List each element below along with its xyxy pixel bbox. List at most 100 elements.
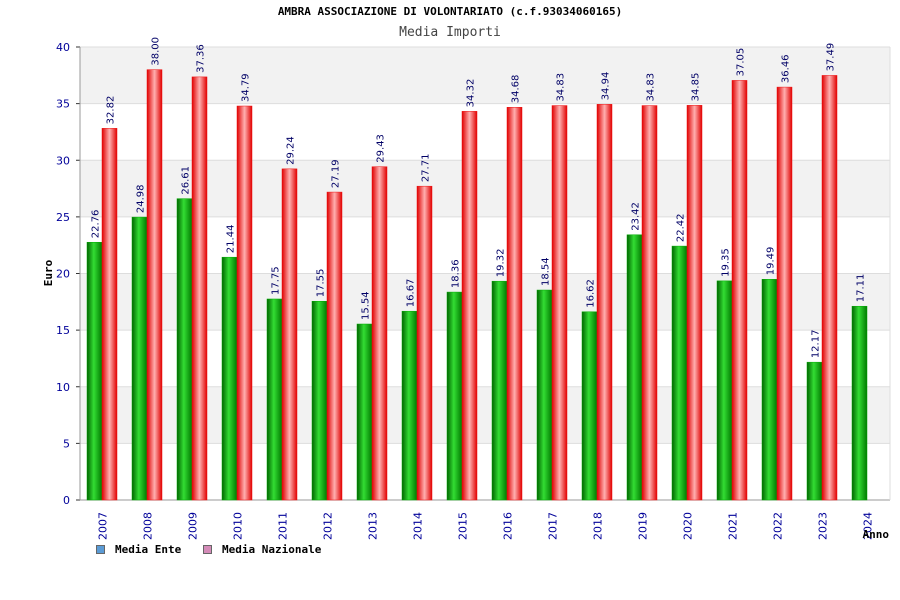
data-label: 17.75 [271, 266, 282, 295]
chart-subtitle: Media Importi [399, 25, 501, 40]
data-label: 19.32 [496, 249, 507, 278]
bar [551, 105, 568, 501]
background-band [80, 160, 890, 217]
data-label: 34.79 [241, 73, 252, 102]
data-label: 32.82 [106, 96, 117, 125]
data-label: 34.68 [511, 75, 522, 104]
bar [146, 69, 163, 501]
data-label: 18.36 [451, 259, 462, 288]
bar [596, 104, 613, 501]
x-axis-label: Anno [863, 528, 890, 541]
bar [671, 245, 688, 501]
bar [236, 105, 253, 501]
background-band [80, 216, 890, 274]
bar [761, 279, 778, 501]
x-tick-label: 2008 [142, 512, 155, 540]
x-tick-label: 2022 [772, 512, 785, 540]
background-band [80, 103, 890, 161]
data-label: 27.19 [331, 159, 342, 188]
background-band [80, 443, 890, 500]
data-label: 34.85 [691, 73, 702, 102]
bar [776, 86, 793, 501]
y-tick-label: 5 [63, 437, 70, 450]
x-tick-label: 2007 [97, 512, 110, 540]
bar [506, 106, 523, 501]
data-label: 34.83 [646, 73, 657, 102]
x-tick-label: 2011 [277, 512, 290, 540]
data-label: 22.76 [91, 210, 102, 239]
background-band [80, 47, 890, 104]
bar [101, 128, 118, 501]
bar [371, 166, 388, 501]
bar [281, 168, 298, 501]
bar [356, 323, 373, 501]
bar [641, 105, 658, 501]
bar [326, 191, 343, 501]
legend-item-media-nazionale: Media Nazionale [203, 543, 321, 556]
data-label: 16.62 [586, 279, 597, 308]
bar [86, 241, 103, 501]
bar [401, 310, 418, 501]
bar [731, 80, 748, 501]
bar [446, 291, 463, 501]
data-label: 34.83 [556, 73, 567, 102]
data-label: 29.43 [376, 134, 387, 163]
bar [581, 311, 598, 501]
bar [176, 198, 193, 501]
x-tick-label: 2010 [232, 512, 245, 540]
legend-item-media-ente: Media Ente [96, 543, 181, 556]
data-label: 18.54 [541, 257, 552, 286]
bar [221, 256, 238, 501]
data-label: 34.94 [601, 72, 612, 101]
x-tick-label: 2014 [412, 512, 425, 540]
background-band [80, 330, 890, 387]
bar [716, 280, 733, 501]
bar [491, 280, 508, 501]
data-label: 27.71 [421, 154, 432, 183]
background-band [80, 386, 890, 444]
data-label: 17.55 [316, 269, 327, 298]
x-tick-label: 2020 [682, 512, 695, 540]
data-label: 26.61 [181, 166, 192, 195]
x-tick-label: 2023 [817, 512, 830, 540]
legend-label-media-nazionale: Media Nazionale [222, 543, 322, 556]
bar [416, 185, 433, 501]
data-label: 16.67 [406, 279, 417, 308]
data-label: 19.49 [766, 247, 777, 276]
background-band [80, 273, 890, 331]
data-label: 22.42 [676, 213, 687, 242]
data-label: 21.44 [226, 225, 237, 254]
bar [191, 76, 208, 501]
y-tick-label: 25 [56, 211, 70, 224]
bar [311, 300, 328, 501]
x-tick-label: 2015 [457, 512, 470, 540]
x-tick-label: 2013 [367, 512, 380, 540]
bar [266, 298, 283, 501]
x-tick-label: 2019 [637, 512, 650, 540]
bar [806, 361, 823, 501]
bar [536, 289, 553, 501]
data-label: 12.17 [811, 330, 822, 359]
y-tick-label: 20 [56, 268, 70, 281]
data-label: 34.32 [466, 79, 477, 108]
bar [461, 111, 478, 501]
data-label: 37.05 [736, 48, 747, 77]
legend-swatch-media-ente [96, 545, 105, 554]
bar [626, 234, 643, 501]
x-tick-label: 2018 [592, 512, 605, 540]
data-label: 38.00 [151, 37, 162, 66]
data-label: 24.98 [136, 184, 147, 213]
x-tick-label: 2012 [322, 512, 335, 540]
y-tick-label: 15 [56, 324, 70, 337]
data-label: 37.49 [826, 43, 837, 72]
data-label: 29.24 [286, 136, 297, 165]
y-tick-label: 35 [56, 98, 70, 111]
bar [686, 105, 703, 501]
bar [851, 305, 868, 501]
y-axis-label: Euro [42, 259, 55, 286]
x-tick-label: 2009 [187, 512, 200, 540]
x-tick-label: 2021 [727, 512, 740, 540]
y-tick-label: 30 [56, 154, 70, 167]
data-label: 17.11 [856, 274, 867, 303]
